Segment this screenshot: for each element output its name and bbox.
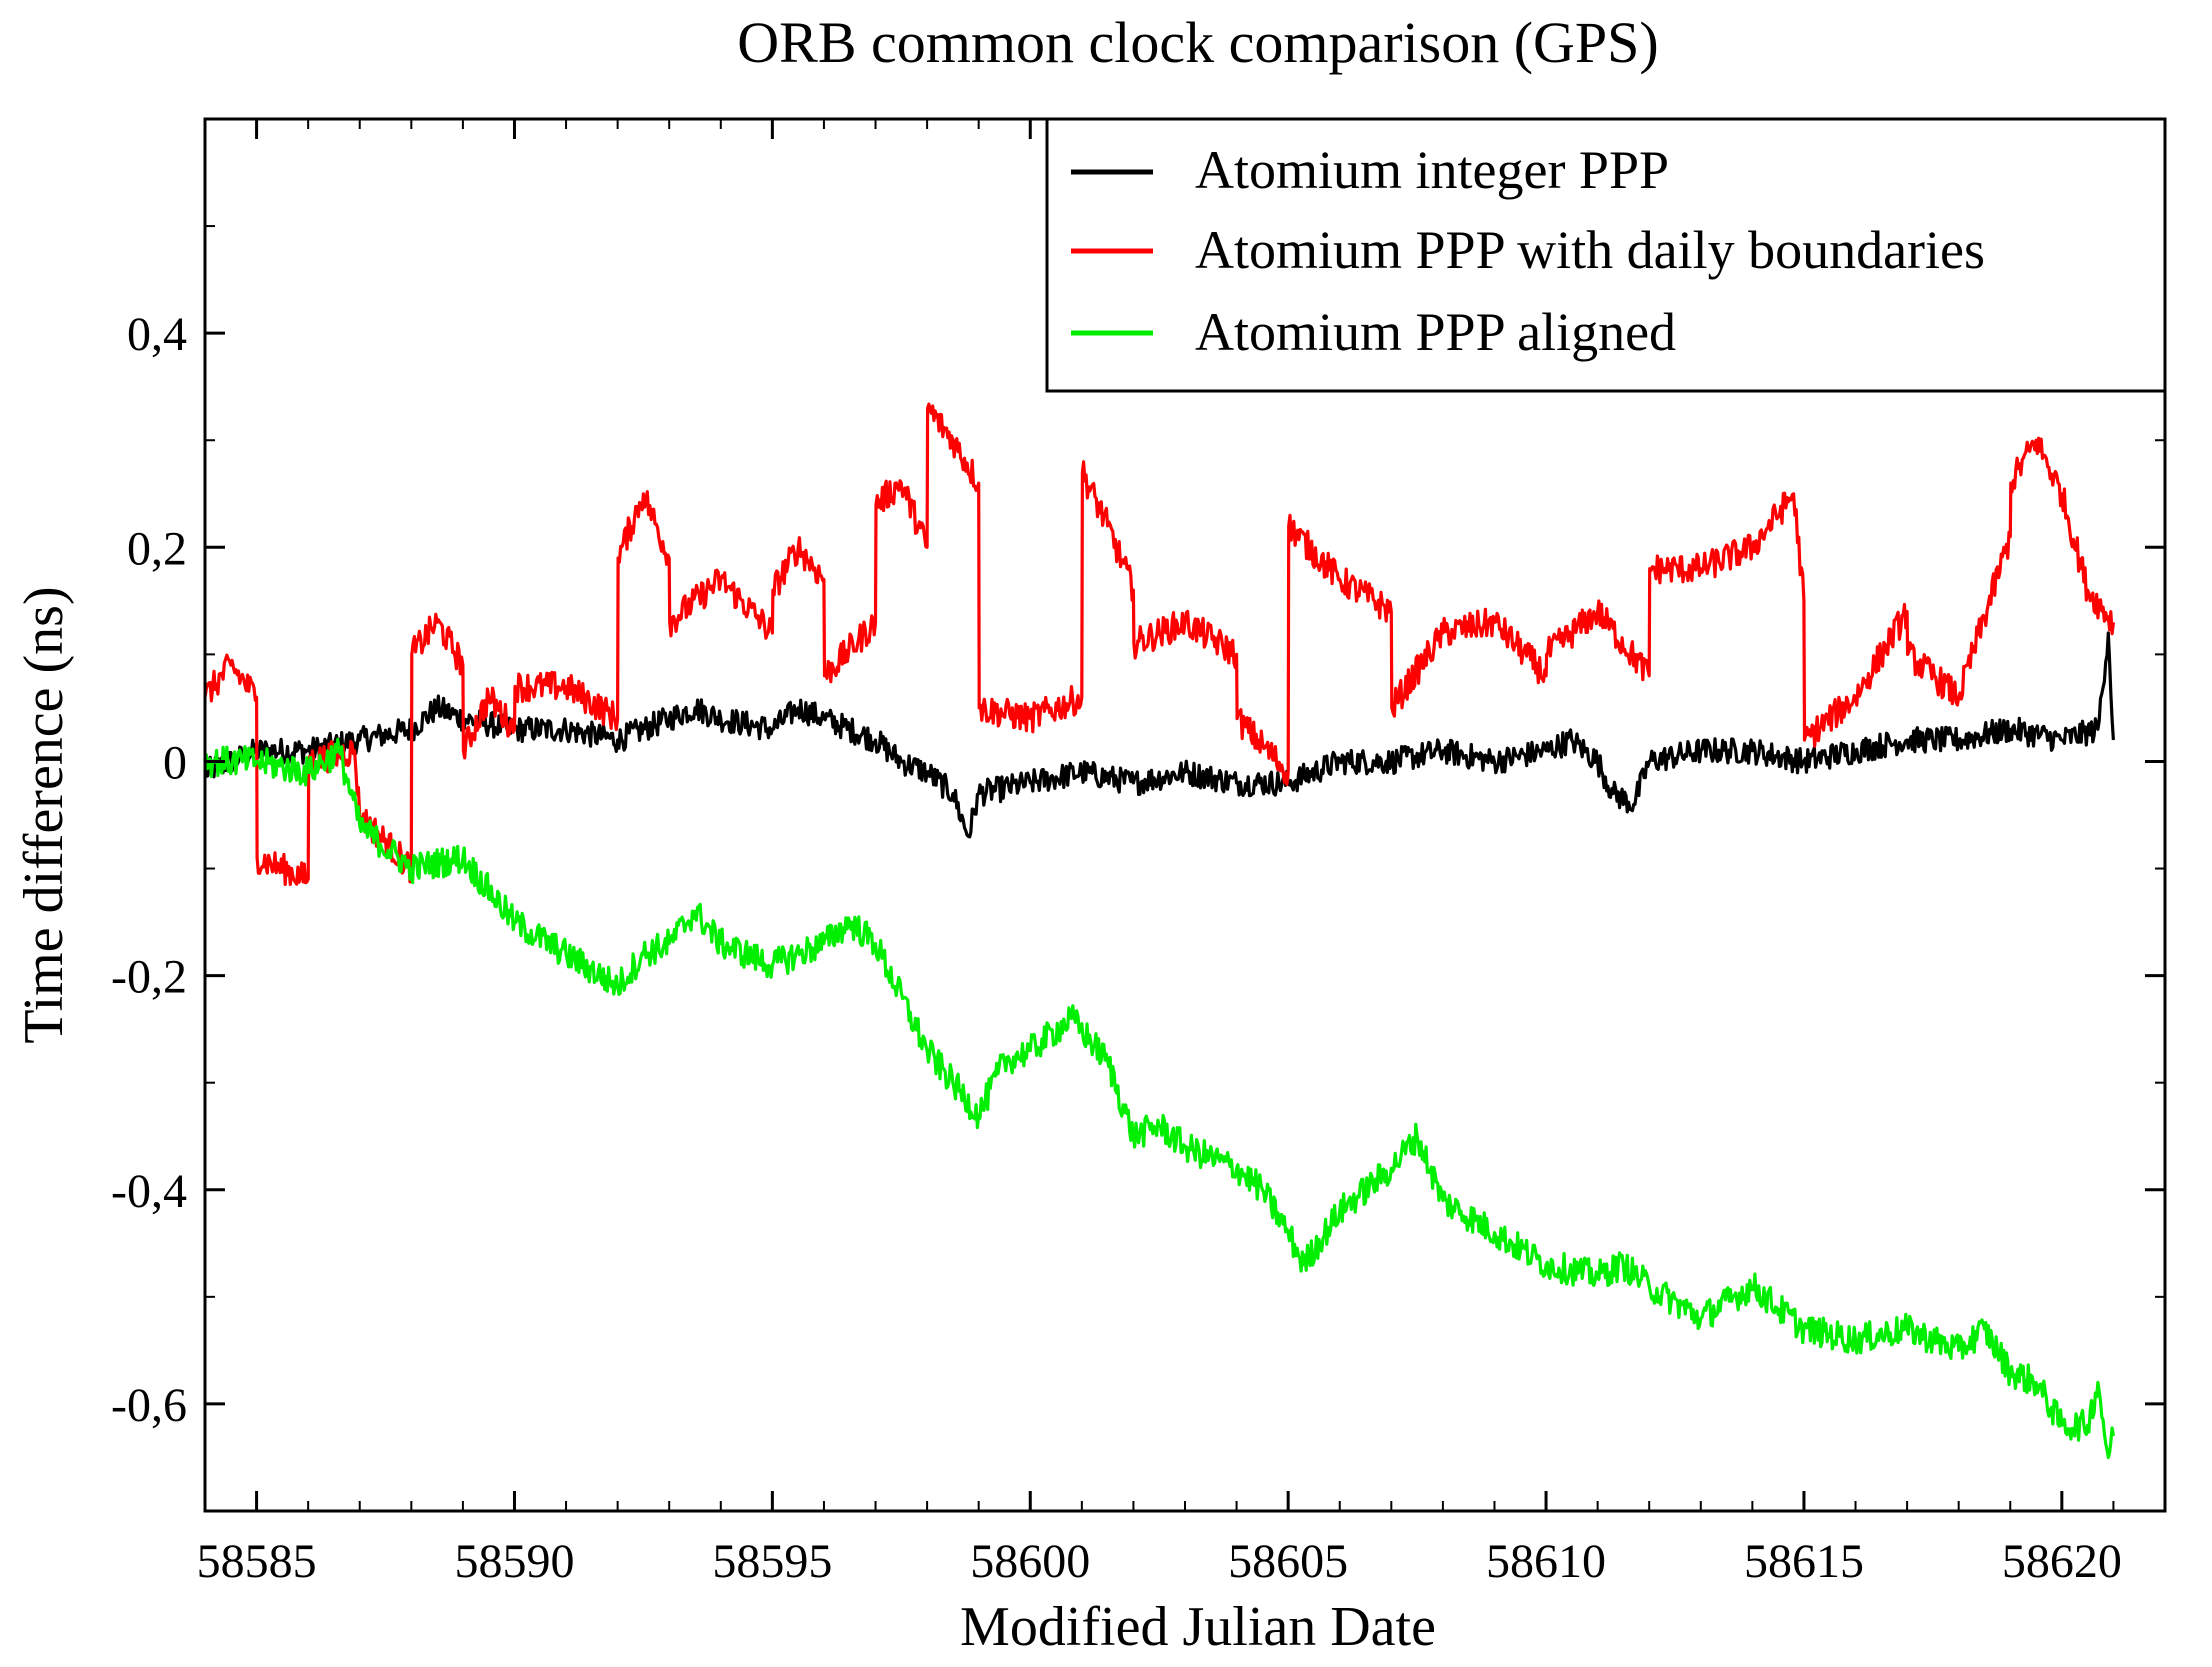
legend-label-aligned: Atomium PPP aligned — [1195, 302, 1676, 362]
series-line-2 — [203, 737, 2115, 1460]
chart-title: ORB common clock comparison (GPS) — [737, 10, 1658, 75]
series-line-1 — [203, 402, 2115, 886]
y-tick-label: 0,4 — [127, 308, 187, 361]
x-tick-label: 58585 — [197, 1535, 317, 1588]
series-line-0 — [203, 631, 2115, 839]
x-tick-label: 58610 — [1486, 1535, 1606, 1588]
legend-entry-integer: Atomium integer PPP — [1071, 140, 1669, 200]
legend-label-integer: Atomium integer PPP — [1195, 140, 1669, 200]
x-axis: 58585 58590 58595 58600 58605 58610 58615 58620 — [197, 119, 2166, 1588]
legend: Atomium integer PPP Atomium PPP with dai… — [1045, 117, 2167, 393]
legend-label-daily: Atomium PPP with daily boundaries — [1195, 220, 1985, 280]
legend-box — [1045, 117, 2167, 393]
x-tick-label: 58605 — [1228, 1535, 1348, 1588]
x-tick-label: 58615 — [1744, 1535, 1864, 1588]
y-tick-label: -0,2 — [111, 951, 187, 1004]
y-tick-label: 0 — [163, 736, 187, 789]
y-axis-label: Time difference (ns) — [13, 586, 75, 1043]
x-tick-label: 58590 — [454, 1535, 574, 1588]
y-tick-label: -0,4 — [111, 1165, 187, 1218]
x-tick-label: 58620 — [2002, 1535, 2122, 1588]
y-tick-label: 0,2 — [127, 522, 187, 575]
y-tick-label: -0,6 — [111, 1379, 187, 1432]
legend-entry-aligned: Atomium PPP aligned — [1071, 302, 1676, 362]
x-axis-label: Modified Julian Date — [960, 1596, 1436, 1658]
series-group — [203, 402, 2115, 1460]
y-axis: -0,6 -0,4 -0,2 0 0,2 0,4 — [111, 118, 2165, 1512]
legend-entry-daily: Atomium PPP with daily boundaries — [1071, 220, 1985, 280]
x-tick-label: 58595 — [712, 1535, 832, 1588]
x-tick-label: 58600 — [970, 1535, 1090, 1588]
